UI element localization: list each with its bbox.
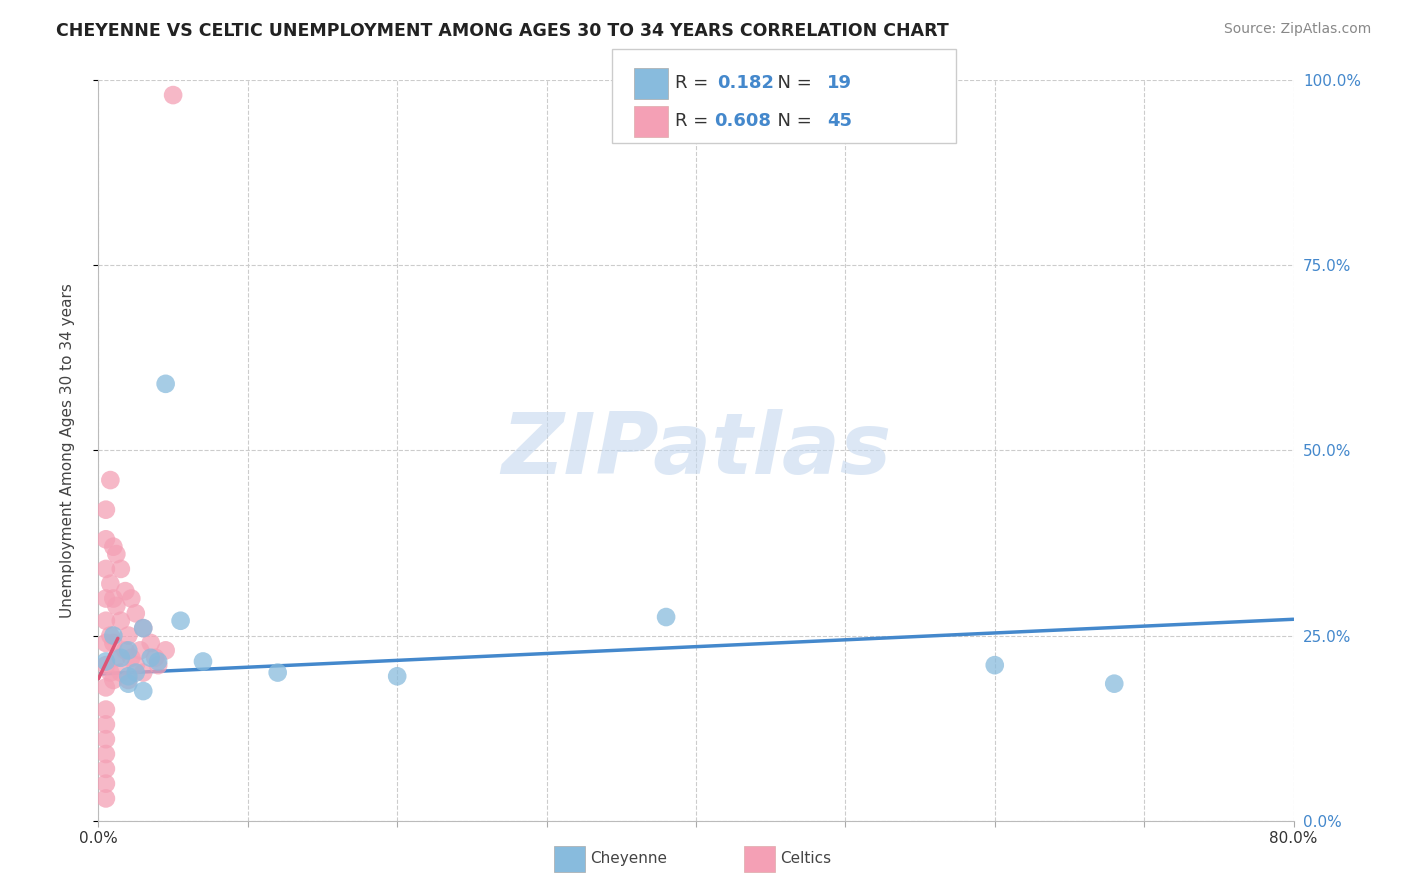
Point bbox=[98, 473, 122, 487]
Point bbox=[103, 673, 125, 687]
Point bbox=[132, 665, 155, 680]
Text: 19: 19 bbox=[827, 74, 852, 92]
Point bbox=[94, 681, 117, 695]
Point bbox=[125, 658, 148, 673]
Point bbox=[103, 540, 125, 554]
Point bbox=[98, 665, 122, 680]
Point bbox=[267, 665, 290, 680]
Text: CHEYENNE VS CELTIC UNEMPLOYMENT AMONG AGES 30 TO 34 YEARS CORRELATION CHART: CHEYENNE VS CELTIC UNEMPLOYMENT AMONG AG… bbox=[56, 22, 949, 40]
Point bbox=[139, 636, 162, 650]
Point bbox=[94, 636, 117, 650]
Text: N =: N = bbox=[766, 74, 818, 92]
Text: Celtics: Celtics bbox=[780, 851, 831, 865]
Point bbox=[155, 643, 177, 657]
Point bbox=[139, 650, 162, 665]
Point bbox=[169, 614, 191, 628]
Text: R =: R = bbox=[675, 112, 714, 130]
Text: 0.608: 0.608 bbox=[714, 112, 772, 130]
Point bbox=[94, 591, 117, 606]
Point bbox=[94, 655, 117, 669]
Point bbox=[148, 658, 170, 673]
Point bbox=[94, 502, 117, 516]
Point bbox=[125, 607, 148, 621]
Point bbox=[105, 547, 128, 561]
Point bbox=[94, 614, 117, 628]
Point bbox=[117, 643, 139, 657]
Text: 45: 45 bbox=[827, 112, 852, 130]
Point bbox=[132, 621, 155, 635]
Point bbox=[94, 776, 117, 791]
Point bbox=[94, 703, 117, 717]
Point bbox=[110, 650, 132, 665]
Text: R =: R = bbox=[675, 74, 720, 92]
Point bbox=[129, 643, 152, 657]
Point bbox=[110, 614, 132, 628]
Point bbox=[103, 591, 125, 606]
Point bbox=[385, 669, 409, 683]
Point bbox=[1104, 676, 1126, 690]
Text: 0.182: 0.182 bbox=[717, 74, 775, 92]
Point bbox=[94, 732, 117, 747]
Point bbox=[114, 643, 136, 657]
Point bbox=[105, 650, 128, 665]
Point bbox=[94, 658, 117, 673]
Point bbox=[98, 628, 122, 642]
Point bbox=[114, 584, 136, 599]
Text: Cheyenne: Cheyenne bbox=[591, 851, 668, 865]
Text: ZIPatlas: ZIPatlas bbox=[501, 409, 891, 492]
Point bbox=[105, 599, 128, 613]
Point bbox=[143, 650, 166, 665]
Point bbox=[103, 636, 125, 650]
Point bbox=[655, 610, 678, 624]
Point bbox=[120, 591, 142, 606]
Point bbox=[120, 650, 142, 665]
Point bbox=[94, 562, 117, 576]
Text: N =: N = bbox=[766, 112, 818, 130]
Text: Source: ZipAtlas.com: Source: ZipAtlas.com bbox=[1223, 22, 1371, 37]
Point bbox=[191, 655, 214, 669]
Point bbox=[125, 665, 148, 680]
Point bbox=[110, 665, 132, 680]
Point bbox=[117, 673, 139, 687]
Point bbox=[94, 533, 117, 547]
Point bbox=[132, 621, 155, 635]
Point bbox=[148, 655, 170, 669]
Point bbox=[117, 676, 139, 690]
Point bbox=[98, 576, 122, 591]
Point bbox=[103, 628, 125, 642]
Point bbox=[110, 562, 132, 576]
Y-axis label: Unemployment Among Ages 30 to 34 years: Unemployment Among Ages 30 to 34 years bbox=[60, 283, 75, 618]
Point bbox=[984, 658, 1007, 673]
Point bbox=[162, 88, 184, 103]
Point bbox=[94, 747, 117, 761]
Point bbox=[117, 628, 139, 642]
Point bbox=[94, 717, 117, 731]
Point bbox=[94, 762, 117, 776]
Point bbox=[94, 791, 117, 805]
Point bbox=[132, 684, 155, 698]
Point bbox=[155, 376, 177, 391]
Point bbox=[117, 669, 139, 683]
